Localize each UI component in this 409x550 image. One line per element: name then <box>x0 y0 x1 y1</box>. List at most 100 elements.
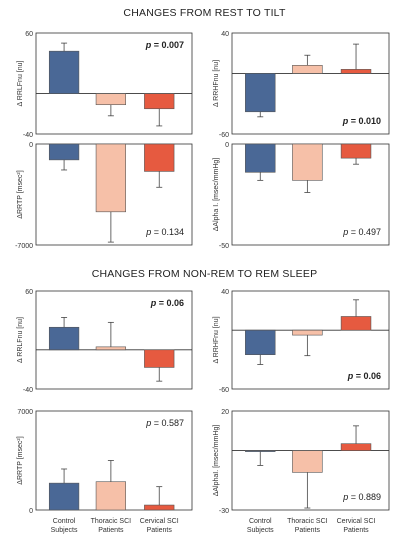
bar-control <box>245 329 276 356</box>
bar-control <box>245 450 276 452</box>
bar-cervical <box>144 349 175 368</box>
bar-cervical <box>144 504 175 511</box>
bar-control <box>48 143 80 161</box>
p-value-label: p = 0.889 <box>342 492 381 502</box>
y-axis-label: Δ RRHFnu [nu] <box>213 60 220 107</box>
bar-thoracic <box>292 450 323 473</box>
p-value: = 0.06 <box>353 371 381 381</box>
group-label-line2: Patients <box>343 527 369 534</box>
p-value-label: p = 0.497 <box>342 227 381 237</box>
plot-frame <box>231 290 390 390</box>
bar-thoracic <box>95 481 126 511</box>
plot-frame <box>35 32 193 135</box>
bar-cervical <box>340 143 372 159</box>
bar-cervical <box>144 143 175 172</box>
group-label-line2: Patients <box>98 527 124 534</box>
group-label-line1: Control <box>53 518 76 525</box>
chart-panel-sleep-rrlfnu: 60 -40 Δ RRLFnu [nu] p = 0.06 <box>17 289 193 394</box>
group-label-line1: Cervical SCI <box>337 518 376 525</box>
chart-panel-rest-tilt-alpha: 0 -50 ΔAlpha I. [msec/mmHg] p = 0.497 <box>213 142 390 250</box>
p-symbol: p <box>342 227 348 237</box>
y-tick-top: 20 <box>221 409 229 416</box>
y-axis-label: ΔAlphaI. [msec/mmHg] <box>213 425 220 497</box>
bar-control <box>245 143 276 173</box>
chart-panel-sleep-rrhfnu: 40 -60 Δ RRHFnu [nu] p = 0.06 <box>213 289 390 394</box>
y-tick-top: 40 <box>221 31 229 38</box>
bar-cervical <box>340 316 372 331</box>
bar-control <box>245 73 276 113</box>
chart-panel-rest-tilt-rrlfnu: 60 -40 Δ RRLFnu [nu] p = 0.007 <box>17 31 193 139</box>
y-tick-top: 7000 <box>17 409 33 416</box>
y-tick-bottom: -40 <box>23 132 33 139</box>
group-label-line2: Patients <box>295 527 321 534</box>
y-tick-top: 0 <box>29 142 33 149</box>
y-axis-label: Δ RRLFnu [nu] <box>17 317 24 363</box>
bar-cervical <box>144 93 175 110</box>
group-label-line1: Thoracic SCI <box>287 518 328 525</box>
bar-cervical <box>340 443 372 451</box>
chart-panel-rest-tilt-rrhfnu: 40 -60 Δ RRHFnu [nu] p = 0.010 <box>213 31 390 139</box>
bar-thoracic <box>292 143 323 181</box>
plot-frame <box>231 410 390 511</box>
p-value-label: p = 0.007 <box>145 40 184 50</box>
p-value: = 0.007 <box>151 40 184 50</box>
p-symbol: p <box>145 418 151 428</box>
y-axis-label: Δ RRHFnu [nu] <box>213 316 220 363</box>
group-label-line1: Control <box>249 518 272 525</box>
bar-thoracic <box>95 143 126 213</box>
bar-control <box>48 482 80 511</box>
y-axis-label: Δ RRLFnu [nu] <box>17 60 24 106</box>
p-value: = 0.587 <box>151 418 184 428</box>
group-label-line1: Thoracic SCI <box>91 518 132 525</box>
y-tick-bottom: -40 <box>23 387 33 394</box>
bar-control <box>48 326 80 351</box>
p-value: = 0.06 <box>156 298 184 308</box>
p-value: = 0.889 <box>348 492 381 502</box>
p-value-label: p = 0.06 <box>150 298 184 308</box>
bar-cervical <box>340 69 372 74</box>
bar-thoracic <box>95 346 126 351</box>
y-axis-label: ΔRRTP [msec²] <box>17 170 24 218</box>
p-symbol: p <box>342 492 348 502</box>
p-value: = 0.134 <box>151 227 184 237</box>
group-label-line1: Cervical SCI <box>140 518 179 525</box>
section-title-sleep: CHANGES FROM NON-REM TO REM SLEEP <box>91 268 318 280</box>
y-tick-top: 60 <box>25 31 33 38</box>
bar-control <box>48 50 80 94</box>
bar-thoracic <box>292 65 323 74</box>
y-tick-top: 0 <box>225 142 229 149</box>
p-value-label: p = 0.010 <box>342 116 381 126</box>
y-tick-bottom: 0 <box>29 508 33 515</box>
y-axis-label: ΔRRTP [msec²] <box>17 436 24 484</box>
plot-frame <box>231 32 390 135</box>
p-symbol: p <box>150 298 157 308</box>
chart-panel-sleep-alpha: 20 -30 ΔAlphaI. [msec/mmHg] p = 0.889 <box>213 409 390 515</box>
bar-thoracic <box>95 93 126 106</box>
p-value-label: p = 0.06 <box>347 371 381 381</box>
group-label-line2: Patients <box>147 527 173 534</box>
y-tick-top: 40 <box>221 289 229 296</box>
group-label-line2: Subjects <box>247 527 274 534</box>
p-symbol: p <box>342 116 349 126</box>
p-value: = 0.010 <box>348 116 381 126</box>
bar-thoracic <box>292 329 323 336</box>
chart-panel-sleep-rrtp: 7000 0 ΔRRTP [msec²] p = 0.587 <box>17 409 193 515</box>
chart-panel-rest-tilt-rrtp: 0 -7000 ΔRRTP [msec²] p = 0.134 <box>15 142 193 250</box>
group-label-line2: Subjects <box>51 527 78 534</box>
y-tick-bottom: -7000 <box>15 243 33 250</box>
p-symbol: p <box>145 40 152 50</box>
y-tick-bottom: -30 <box>219 508 229 515</box>
y-axis-label: ΔAlpha I. [msec/mmHg] <box>213 158 220 232</box>
y-tick-bottom: -50 <box>219 243 229 250</box>
y-tick-bottom: -60 <box>219 387 229 394</box>
p-value-label: p = 0.134 <box>145 227 184 237</box>
y-tick-bottom: -60 <box>219 132 229 139</box>
plot-frame <box>35 290 193 390</box>
p-value: = 0.497 <box>348 227 381 237</box>
section-title-rest-tilt: CHANGES FROM REST TO TILT <box>123 7 286 19</box>
p-symbol: p <box>347 371 354 381</box>
p-value-label: p = 0.587 <box>145 418 184 428</box>
y-tick-top: 60 <box>25 289 33 296</box>
p-symbol: p <box>145 227 151 237</box>
